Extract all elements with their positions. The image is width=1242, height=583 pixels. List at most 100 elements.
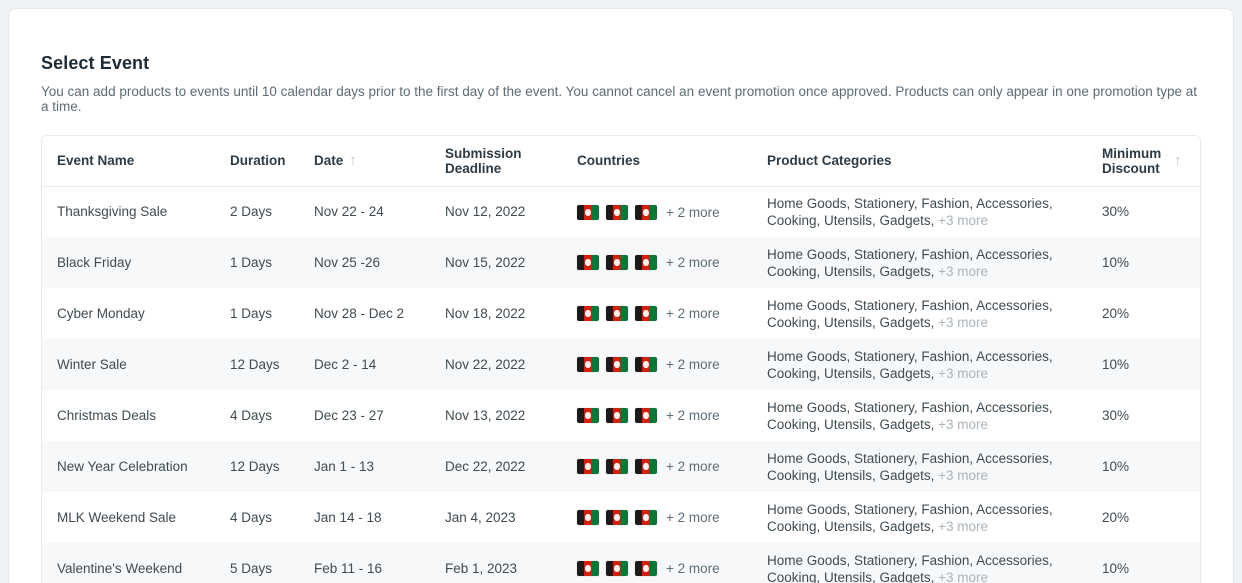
- event-min-discount: 10%: [1102, 255, 1130, 270]
- event-deadline: Dec 22, 2022: [445, 459, 526, 474]
- event-date: Nov 25 -26: [314, 255, 381, 270]
- afghanistan-flag-icon: [635, 255, 657, 271]
- event-countries: + 2 more: [562, 492, 752, 543]
- event-deadline: Nov 22, 2022: [445, 357, 526, 372]
- categories-more-link[interactable]: +3 more: [938, 569, 989, 583]
- afghanistan-flag-icon: [635, 357, 657, 373]
- event-deadline: Nov 18, 2022: [445, 306, 526, 321]
- column-header-product-categories: Product Categories: [752, 136, 1087, 187]
- countries-more-link[interactable]: + 2 more: [666, 408, 720, 424]
- event-countries: + 2 more: [562, 543, 752, 583]
- column-header-duration: Duration: [215, 136, 299, 187]
- page-title: Select Event: [41, 53, 150, 73]
- afghanistan-flag-icon: [577, 204, 599, 220]
- event-categories: Home Goods, Stationery, Fashion, Accesso…: [767, 552, 1053, 583]
- categories-more-link[interactable]: +3 more: [938, 365, 989, 381]
- select-event-card: Select Event You can add products to eve…: [8, 8, 1234, 583]
- event-min-discount: 10%: [1102, 561, 1130, 576]
- event-categories: Home Goods, Stationery, Fashion, Accesso…: [767, 399, 1053, 432]
- countries-more-link[interactable]: + 2 more: [666, 561, 720, 577]
- afghanistan-flag-icon: [577, 510, 599, 526]
- afghanistan-flag-icon: [606, 204, 628, 220]
- table-row[interactable]: Cyber Monday 1 Days Nov 28 - Dec 2 Nov 1…: [42, 288, 1200, 339]
- event-countries: + 2 more: [562, 441, 752, 492]
- event-categories: Home Goods, Stationery, Fashion, Accesso…: [767, 297, 1053, 330]
- afghanistan-flag-icon: [606, 459, 628, 475]
- sort-asc-icon: ↑: [349, 152, 357, 170]
- column-header-submission-deadline: Submission Deadline: [430, 136, 562, 187]
- column-header-event-name: Event Name: [42, 136, 215, 187]
- event-deadline: Jan 4, 2023: [445, 510, 516, 525]
- event-name: Winter Sale: [57, 357, 127, 372]
- table-row[interactable]: MLK Weekend Sale 4 Days Jan 14 - 18 Jan …: [42, 492, 1200, 543]
- event-date: Nov 28 - Dec 2: [314, 306, 405, 321]
- afghanistan-flag-icon: [577, 459, 599, 475]
- table-row[interactable]: Black Friday 1 Days Nov 25 -26 Nov 15, 2…: [42, 237, 1200, 288]
- event-date: Dec 23 - 27: [314, 408, 384, 423]
- column-header-minimum-discount[interactable]: Minimum Discount ↑: [1087, 136, 1200, 187]
- event-duration: 2 Days: [230, 204, 273, 220]
- afghanistan-flag-icon: [577, 408, 599, 424]
- event-date: Jan 14 - 18: [314, 510, 382, 525]
- afghanistan-flag-icon: [577, 561, 599, 577]
- event-deadline: Nov 13, 2022: [445, 408, 526, 423]
- event-duration: 1 Days: [230, 306, 273, 321]
- countries-more-link[interactable]: + 2 more: [666, 459, 720, 475]
- event-name: Christmas Deals: [57, 408, 157, 423]
- column-header-countries: Countries: [562, 136, 752, 187]
- afghanistan-flag-icon: [606, 510, 628, 526]
- event-duration: 1 Days: [230, 255, 273, 270]
- countries-more-link[interactable]: + 2 more: [666, 510, 720, 526]
- event-min-discount: 10%: [1102, 459, 1130, 474]
- countries-more-link[interactable]: + 2 more: [666, 306, 720, 322]
- event-date: Nov 22 - 24: [314, 204, 384, 220]
- event-min-discount: 30%: [1102, 408, 1130, 423]
- event-name: MLK Weekend Sale: [57, 510, 177, 525]
- event-deadline: Feb 1, 2023: [445, 561, 518, 576]
- categories-more-link[interactable]: +3 more: [938, 467, 989, 483]
- afghanistan-flag-icon: [635, 204, 657, 220]
- event-categories: Home Goods, Stationery, Fashion, Accesso…: [767, 348, 1053, 381]
- table-row[interactable]: Winter Sale 12 Days Dec 2 - 14 Nov 22, 2…: [42, 339, 1200, 390]
- afghanistan-flag-icon: [635, 459, 657, 475]
- categories-more-link[interactable]: +3 more: [938, 212, 989, 228]
- event-min-discount: 20%: [1102, 510, 1130, 525]
- event-deadline: Nov 15, 2022: [445, 255, 526, 270]
- categories-more-link[interactable]: +3 more: [938, 518, 989, 534]
- event-countries: + 2 more: [562, 288, 752, 339]
- categories-more-link[interactable]: +3 more: [938, 416, 989, 432]
- countries-more-link[interactable]: + 2 more: [666, 255, 720, 271]
- event-date: Jan 1 - 13: [314, 459, 375, 474]
- event-name: Cyber Monday: [57, 306, 145, 321]
- event-name: Thanksgiving Sale: [57, 204, 168, 220]
- event-date: Feb 11 - 16: [314, 561, 383, 576]
- afghanistan-flag-icon: [635, 561, 657, 577]
- afghanistan-flag-icon: [606, 408, 628, 424]
- page-description: You can add products to events until 10 …: [41, 84, 1198, 114]
- event-min-discount: 20%: [1102, 306, 1130, 321]
- countries-more-link[interactable]: + 2 more: [666, 204, 720, 220]
- column-header-date[interactable]: Date ↑: [299, 136, 430, 187]
- afghanistan-flag-icon: [635, 306, 657, 322]
- event-duration: 12 Days: [230, 459, 280, 474]
- countries-more-link[interactable]: + 2 more: [666, 357, 720, 373]
- sort-asc-icon: ↑: [1174, 152, 1182, 170]
- event-name: Black Friday: [57, 255, 132, 270]
- table-row[interactable]: Valentine's Weekend 5 Days Feb 11 - 16 F…: [42, 543, 1200, 583]
- table-row[interactable]: Christmas Deals 4 Days Dec 23 - 27 Nov 1…: [42, 390, 1200, 441]
- afghanistan-flag-icon: [606, 255, 628, 271]
- afghanistan-flag-icon: [635, 408, 657, 424]
- categories-more-link[interactable]: +3 more: [938, 314, 989, 330]
- events-table: Event Name Duration Date ↑ Submission Dea…: [41, 135, 1201, 583]
- table-header-row: Event Name Duration Date ↑ Submission Dea…: [42, 136, 1200, 187]
- event-countries: + 2 more: [562, 339, 752, 390]
- event-duration: 12 Days: [230, 357, 280, 372]
- event-countries: + 2 more: [562, 186, 752, 237]
- table-row[interactable]: Thanksgiving Sale 2 Days Nov 22 - 24 Nov…: [42, 186, 1200, 237]
- event-date: Dec 2 - 14: [314, 357, 377, 372]
- categories-more-link[interactable]: +3 more: [938, 263, 989, 279]
- event-categories: Home Goods, Stationery, Fashion, Accesso…: [767, 195, 1053, 228]
- table-row[interactable]: New Year Celebration 12 Days Jan 1 - 13 …: [42, 441, 1200, 492]
- event-min-discount: 10%: [1102, 357, 1130, 372]
- event-min-discount: 30%: [1102, 204, 1130, 220]
